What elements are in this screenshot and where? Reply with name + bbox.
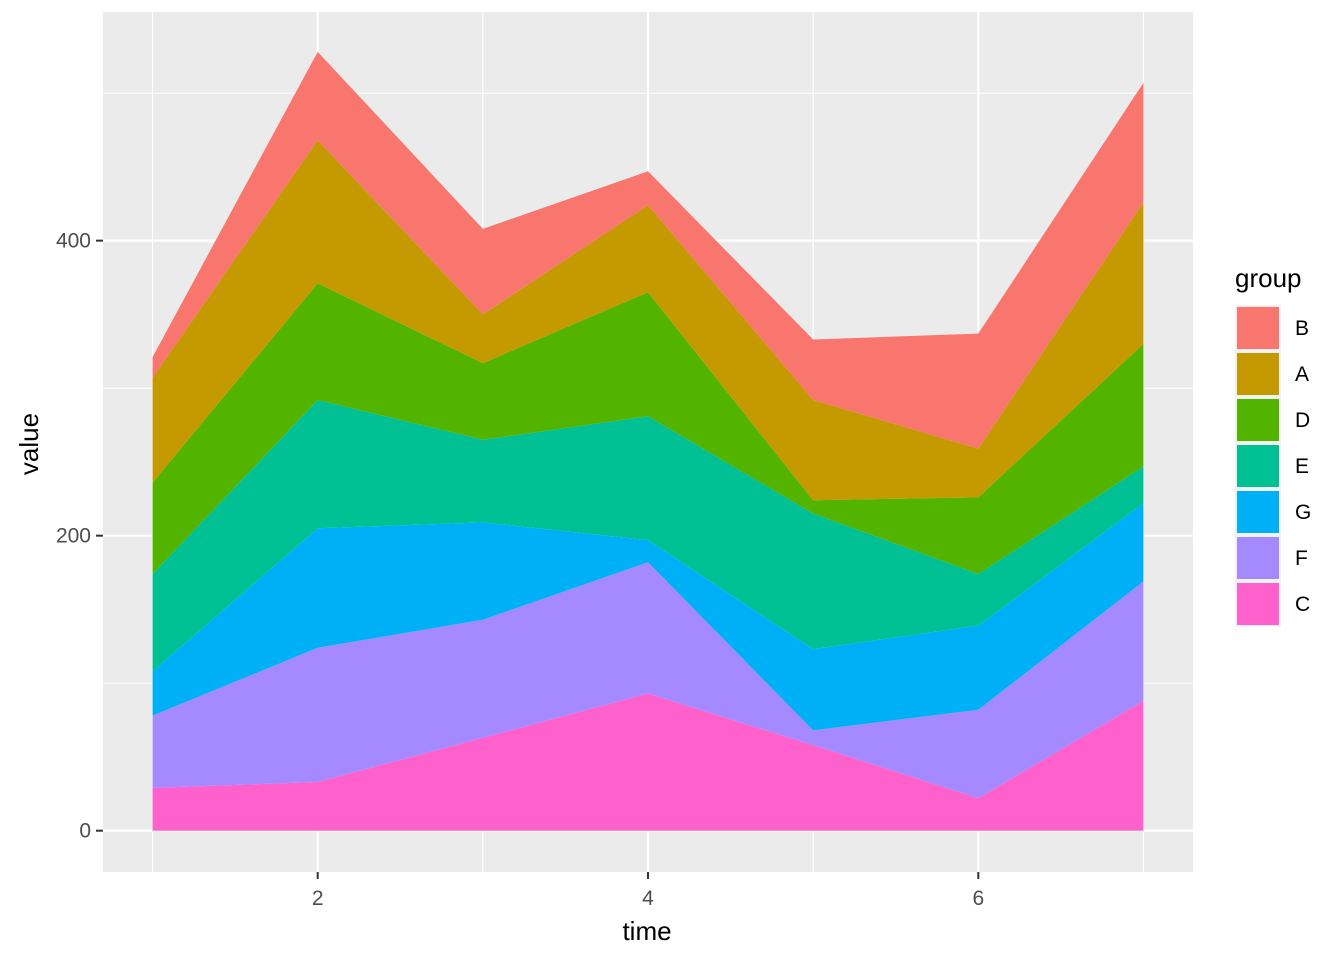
legend-swatch-G bbox=[1237, 491, 1279, 533]
x-tick-label: 4 bbox=[642, 887, 654, 910]
axis-ticks bbox=[96, 239, 980, 879]
y-axis-tick-labels: 0 200 400 bbox=[56, 230, 91, 843]
area-A bbox=[152, 140, 1144, 501]
legend-label-C: C bbox=[1295, 593, 1310, 616]
y-tick-label: 400 bbox=[56, 230, 91, 253]
legend-swatch-A bbox=[1237, 353, 1279, 395]
legend-label-B: B bbox=[1295, 317, 1309, 340]
y-tick-label: 200 bbox=[56, 525, 91, 548]
area-C bbox=[152, 693, 1144, 831]
legend-swatch-C bbox=[1237, 583, 1279, 625]
area-F bbox=[152, 562, 1144, 799]
legend-label-E: E bbox=[1295, 455, 1309, 478]
area-D bbox=[152, 283, 1144, 575]
x-axis-tick-labels: 2 4 6 bbox=[312, 887, 984, 910]
legend-swatch-B bbox=[1237, 307, 1279, 349]
x-tick-label: 2 bbox=[312, 887, 324, 910]
area-layers bbox=[152, 51, 1144, 831]
legend-label-F: F bbox=[1295, 547, 1308, 570]
area-G bbox=[152, 503, 1144, 731]
legend-swatch-F bbox=[1237, 537, 1279, 579]
legend-label-G: G bbox=[1295, 501, 1311, 524]
x-axis-title: time bbox=[622, 916, 671, 946]
y-tick-label: 0 bbox=[79, 820, 91, 843]
y-axis-title: value bbox=[14, 413, 44, 475]
legend-swatch-E bbox=[1237, 445, 1279, 487]
legend-label-D: D bbox=[1295, 409, 1310, 432]
area-B bbox=[152, 51, 1144, 449]
legend-label-A: A bbox=[1295, 363, 1309, 386]
legend-title: group bbox=[1235, 263, 1302, 293]
area-E bbox=[152, 399, 1144, 672]
legend-swatch-D bbox=[1237, 399, 1279, 441]
x-tick-label: 6 bbox=[972, 887, 984, 910]
